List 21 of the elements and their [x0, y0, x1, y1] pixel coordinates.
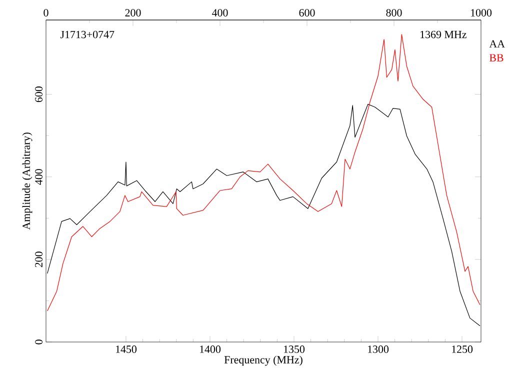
text: BB: [490, 54, 504, 62]
x2-tick-label: 600: [299, 9, 315, 16]
x-tick-label: 1400: [200, 346, 221, 353]
annotation: J1713+0747: [60, 30, 114, 38]
x-tick-label: 1250: [452, 346, 473, 353]
y-axis-title: Amplitude (Arbitrary): [22, 132, 32, 230]
x2-tick-label: 1000: [471, 9, 492, 16]
x2-tick-label: 0: [44, 9, 48, 16]
x-tick-label: 1300: [368, 346, 389, 353]
x-axis-title: Frequency (MHz): [224, 356, 302, 366]
x2-tick-label: 800: [386, 9, 402, 16]
text: AA: [489, 40, 505, 48]
y-tick-label: 200: [35, 252, 42, 268]
x-tick-label: 1350: [284, 346, 305, 353]
x2-tick-label: 200: [125, 9, 141, 16]
y-tick-label: 400: [35, 169, 42, 185]
x-tick-label: 1450: [116, 346, 137, 353]
x2-tick-label: 400: [212, 9, 228, 16]
y-tick-label: 600: [35, 86, 42, 102]
annotation: 1369 MHz: [420, 30, 466, 38]
y-tick-label: 0: [35, 340, 42, 344]
